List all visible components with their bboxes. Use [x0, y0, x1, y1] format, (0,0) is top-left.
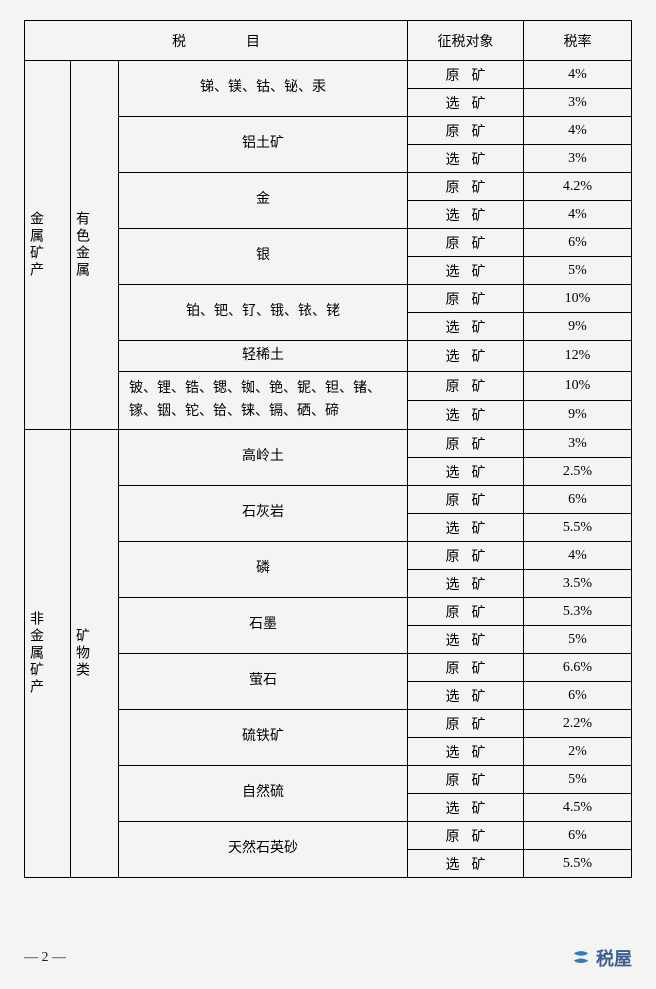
item-name: 天然石英砂 — [119, 822, 408, 878]
rate-cell: 6% — [524, 486, 632, 514]
table-row: 非金属矿产 矿物类 高岭土 原矿 3% — [25, 430, 632, 458]
rate-cell: 5% — [524, 766, 632, 794]
object-processed: 选矿 — [408, 682, 524, 710]
rate-cell: 3% — [524, 430, 632, 458]
rate-cell: 6% — [524, 229, 632, 257]
header-object: 征税对象 — [408, 21, 524, 61]
header-tax-item: 税目 — [25, 21, 408, 61]
rate-cell: 5.5% — [524, 514, 632, 542]
object-processed: 选矿 — [408, 313, 524, 341]
header-rate: 税率 — [524, 21, 632, 61]
object-raw: 原矿 — [408, 430, 524, 458]
object-processed: 选矿 — [408, 738, 524, 766]
rate-cell: 12% — [524, 341, 632, 372]
item-name: 锑、镁、钴、铋、汞 — [119, 61, 408, 117]
object-raw: 原矿 — [408, 766, 524, 794]
table-row: 金属矿产 有色金属 锑、镁、钴、铋、汞 原矿 4% — [25, 61, 632, 89]
brand-logo: 税屋 — [570, 945, 632, 971]
object-raw: 原矿 — [408, 542, 524, 570]
rate-cell: 4% — [524, 201, 632, 229]
object-raw: 原矿 — [408, 61, 524, 89]
item-name: 自然硫 — [119, 766, 408, 822]
object-raw: 原矿 — [408, 654, 524, 682]
item-name: 石灰岩 — [119, 486, 408, 542]
rate-cell: 3% — [524, 89, 632, 117]
object-processed: 选矿 — [408, 570, 524, 598]
item-name: 铍、锂、锆、锶、铷、铯、铌、钽、锗、镓、铟、铊、铪、铼、镉、硒、碲 — [119, 372, 408, 430]
rate-cell: 4% — [524, 542, 632, 570]
object-raw: 原矿 — [408, 598, 524, 626]
rate-cell: 9% — [524, 313, 632, 341]
brand-text: 税屋 — [596, 945, 632, 971]
rate-cell: 6.6% — [524, 654, 632, 682]
rate-cell: 4% — [524, 117, 632, 145]
object-processed: 选矿 — [408, 850, 524, 878]
rate-cell: 4% — [524, 61, 632, 89]
item-name: 银 — [119, 229, 408, 285]
object-raw: 原矿 — [408, 822, 524, 850]
item-name: 萤石 — [119, 654, 408, 710]
rate-cell: 6% — [524, 682, 632, 710]
object-processed: 选矿 — [408, 341, 524, 372]
page-number: — 2 — — [24, 950, 66, 966]
object-processed: 选矿 — [408, 458, 524, 486]
item-name: 石墨 — [119, 598, 408, 654]
rate-cell: 10% — [524, 285, 632, 313]
object-processed: 选矿 — [408, 794, 524, 822]
object-raw: 原矿 — [408, 372, 524, 401]
tax-table: 税目 征税对象 税率 金属矿产 有色金属 锑、镁、钴、铋、汞 原矿 4% 选矿 … — [24, 20, 632, 878]
rate-cell: 3% — [524, 145, 632, 173]
object-raw: 原矿 — [408, 229, 524, 257]
rate-cell: 3.5% — [524, 570, 632, 598]
item-name: 铝土矿 — [119, 117, 408, 173]
item-name: 轻稀土 — [119, 341, 408, 372]
object-processed: 选矿 — [408, 201, 524, 229]
object-processed: 选矿 — [408, 401, 524, 430]
rate-cell: 4.5% — [524, 794, 632, 822]
rate-cell: 2.2% — [524, 710, 632, 738]
header-row: 税目 征税对象 税率 — [25, 21, 632, 61]
object-raw: 原矿 — [408, 710, 524, 738]
rate-cell: 4.2% — [524, 173, 632, 201]
rate-cell: 5% — [524, 257, 632, 285]
item-name: 高岭土 — [119, 430, 408, 486]
object-processed: 选矿 — [408, 626, 524, 654]
footer: — 2 — 税屋 — [24, 945, 632, 971]
object-raw: 原矿 — [408, 173, 524, 201]
rate-cell: 2% — [524, 738, 632, 766]
rate-cell: 10% — [524, 372, 632, 401]
subcategory-cell: 矿物类 — [71, 430, 119, 878]
object-processed: 选矿 — [408, 514, 524, 542]
object-processed: 选矿 — [408, 145, 524, 173]
item-name: 铂、钯、钌、锇、铱、铑 — [119, 285, 408, 341]
object-processed: 选矿 — [408, 89, 524, 117]
rate-cell: 5.3% — [524, 598, 632, 626]
category-cell: 非金属矿产 — [25, 430, 71, 878]
subcategory-cell: 有色金属 — [71, 61, 119, 430]
item-name: 硫铁矿 — [119, 710, 408, 766]
object-processed: 选矿 — [408, 257, 524, 285]
item-name: 磷 — [119, 542, 408, 598]
brand-icon — [570, 947, 592, 969]
rate-cell: 2.5% — [524, 458, 632, 486]
object-raw: 原矿 — [408, 486, 524, 514]
rate-cell: 5.5% — [524, 850, 632, 878]
rate-cell: 5% — [524, 626, 632, 654]
object-raw: 原矿 — [408, 285, 524, 313]
category-cell: 金属矿产 — [25, 61, 71, 430]
rate-cell: 9% — [524, 401, 632, 430]
item-name: 金 — [119, 173, 408, 229]
object-raw: 原矿 — [408, 117, 524, 145]
rate-cell: 6% — [524, 822, 632, 850]
